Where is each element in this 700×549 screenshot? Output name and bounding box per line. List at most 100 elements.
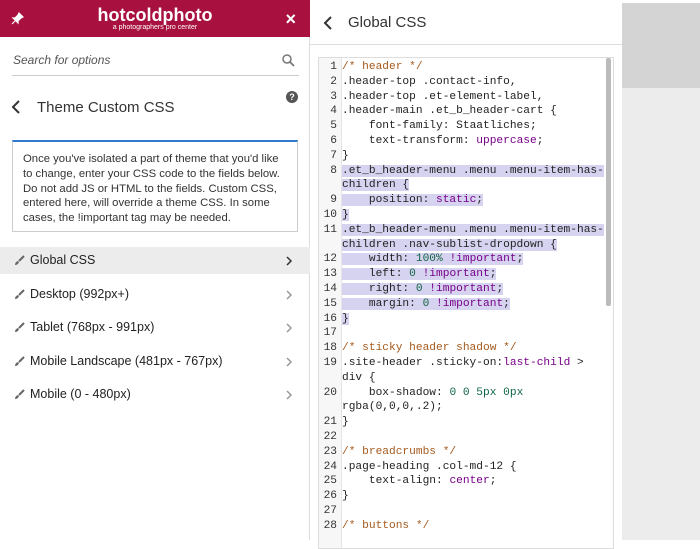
editor-title: Global CSS bbox=[348, 14, 427, 31]
line-number: 5 bbox=[330, 120, 337, 133]
menu-label: Global CSS bbox=[30, 253, 96, 267]
code-token: 100% bbox=[415, 253, 443, 266]
code-line: 15 margin: 0 !important; bbox=[319, 297, 613, 312]
code-content: left: 0 !important; bbox=[342, 268, 497, 281]
code-token: !important bbox=[436, 297, 504, 310]
code-content: width: 100% !important; bbox=[342, 253, 524, 266]
code-token: !important bbox=[429, 282, 497, 295]
line-number: 8 bbox=[330, 164, 337, 177]
code-token: > div { bbox=[342, 356, 591, 384]
search-icon[interactable] bbox=[282, 54, 295, 67]
code-content: /* sticky header shadow */ bbox=[342, 342, 517, 354]
code-content: .page-heading .col-md-12 { bbox=[342, 461, 517, 473]
line-number: 14 bbox=[323, 282, 337, 295]
line-number: 12 bbox=[323, 253, 337, 266]
code-line: 9 position: static; bbox=[319, 193, 613, 208]
code-content: font-family: Staatliches; bbox=[342, 120, 537, 132]
code-content: .header-main .et_b_header-cart { bbox=[342, 105, 557, 117]
menu-label: Tablet (768px - 991px) bbox=[30, 320, 155, 334]
code-content: .et_b_header-menu .menu .menu-item-has-c… bbox=[342, 223, 604, 251]
code-token: box-shadow: bbox=[342, 386, 450, 399]
code-token: .et_b_header-menu .menu .menu-item-has-c… bbox=[342, 223, 604, 251]
code-token: 0 bbox=[409, 268, 416, 281]
code-token: ; bbox=[489, 268, 497, 281]
line-number: 2 bbox=[330, 75, 337, 88]
menu-item[interactable]: Tablet (768px - 991px) bbox=[0, 314, 310, 341]
code-line: 28 /* buttons */ bbox=[319, 519, 613, 534]
code-line: 18 /* sticky header shadow */ bbox=[319, 341, 613, 356]
code-content: /* header */ bbox=[342, 61, 423, 73]
line-number: 13 bbox=[323, 268, 337, 281]
code-token: .header-top .contact-info, bbox=[342, 75, 517, 88]
code-text: } bbox=[337, 489, 610, 504]
menu-label: Mobile Landscape (481px - 767px) bbox=[30, 353, 223, 368]
line-number: 25 bbox=[323, 475, 337, 488]
code-line: 17 bbox=[319, 326, 613, 341]
scrollbar[interactable] bbox=[606, 58, 611, 306]
code-content: } bbox=[342, 312, 349, 325]
code-text: } bbox=[337, 149, 610, 164]
code-token: rgba(0,0,0,.2); bbox=[342, 386, 531, 414]
code-text: box-shadow: 0 0 5px 0px rgba(0,0,0,.2); bbox=[337, 386, 610, 416]
line-number: 15 bbox=[323, 297, 337, 310]
search-underline bbox=[12, 75, 299, 76]
line-number: 6 bbox=[330, 134, 337, 147]
code-token: static bbox=[436, 194, 477, 207]
code-line: 23 /* breadcrumbs */ bbox=[319, 445, 613, 460]
preview-top bbox=[622, 3, 700, 88]
line-number: 23 bbox=[323, 445, 337, 458]
code-token: center bbox=[449, 475, 490, 488]
code-line: 26} bbox=[319, 489, 613, 504]
menu-item[interactable]: Global CSS bbox=[0, 247, 310, 274]
code-content: box-shadow: 0 0 5px 0px rgba(0,0,0,.2); bbox=[342, 387, 530, 414]
back-button[interactable] bbox=[11, 100, 21, 114]
menu-item[interactable]: Mobile Landscape (481px - 767px) bbox=[0, 348, 310, 375]
code-text: /* header */ bbox=[337, 60, 610, 75]
code-token: margin: bbox=[342, 297, 423, 310]
search-input[interactable]: Search for options bbox=[13, 53, 111, 67]
code-token: /* breadcrumbs */ bbox=[342, 445, 457, 458]
code-text: .page-heading .col-md-12 { bbox=[337, 460, 610, 475]
code-line: 24 .page-heading .col-md-12 { bbox=[319, 460, 613, 475]
code-content: .header-top .et-element-label, bbox=[342, 91, 543, 103]
code-token: /* buttons */ bbox=[342, 519, 430, 532]
code-text bbox=[337, 430, 610, 445]
help-icon[interactable]: ? bbox=[286, 91, 298, 103]
code-text bbox=[337, 326, 610, 341]
line-number: 11 bbox=[323, 223, 337, 236]
back-button[interactable] bbox=[323, 16, 333, 30]
code-line: 22 bbox=[319, 430, 613, 445]
code-token: } bbox=[342, 208, 349, 221]
code-token: .et_b_header-menu .menu .menu-item-has-c… bbox=[342, 164, 604, 192]
code-token: } bbox=[342, 416, 349, 429]
code-line: 14 right: 0 !important; bbox=[319, 282, 613, 297]
code-text: .header-top .contact-info, bbox=[337, 75, 610, 90]
menu-item[interactable]: Desktop (992px+) bbox=[0, 281, 310, 308]
code-content: } bbox=[342, 490, 349, 502]
code-token: ; bbox=[489, 475, 497, 488]
code-token: left: bbox=[342, 268, 410, 281]
close-button[interactable]: × bbox=[285, 9, 296, 29]
pin-icon[interactable] bbox=[11, 12, 24, 25]
line-number: 1 bbox=[330, 61, 337, 73]
code-content: } bbox=[342, 416, 349, 428]
code-line: 3 .header-top .et-element-label, bbox=[319, 90, 613, 105]
line-number: 22 bbox=[323, 430, 337, 443]
line-number: 21 bbox=[323, 416, 337, 429]
code-text: } bbox=[337, 208, 610, 223]
code-token: ; bbox=[516, 253, 524, 266]
menu-item[interactable]: Mobile (0 - 480px) bbox=[0, 381, 310, 408]
code-line: 19 .site-header .sticky-on:last-child > d… bbox=[319, 356, 613, 386]
code-text: /* buttons */ bbox=[337, 519, 610, 534]
code-line: 21} bbox=[319, 415, 613, 430]
line-number: 26 bbox=[323, 490, 337, 503]
code-text: text-align: center; bbox=[337, 474, 610, 489]
code-content: /* breadcrumbs */ bbox=[342, 446, 456, 458]
code-text: .site-header .sticky-on:last-child > div… bbox=[337, 356, 610, 386]
code-token: right: bbox=[342, 282, 416, 295]
code-token: last-child bbox=[503, 356, 571, 369]
line-number: 20 bbox=[323, 386, 337, 399]
code-text bbox=[337, 504, 610, 519]
code-content: position: static; bbox=[342, 194, 484, 207]
code-editor[interactable]: 1 /* header */ 2 .header-top .contact-info,… bbox=[318, 57, 614, 549]
